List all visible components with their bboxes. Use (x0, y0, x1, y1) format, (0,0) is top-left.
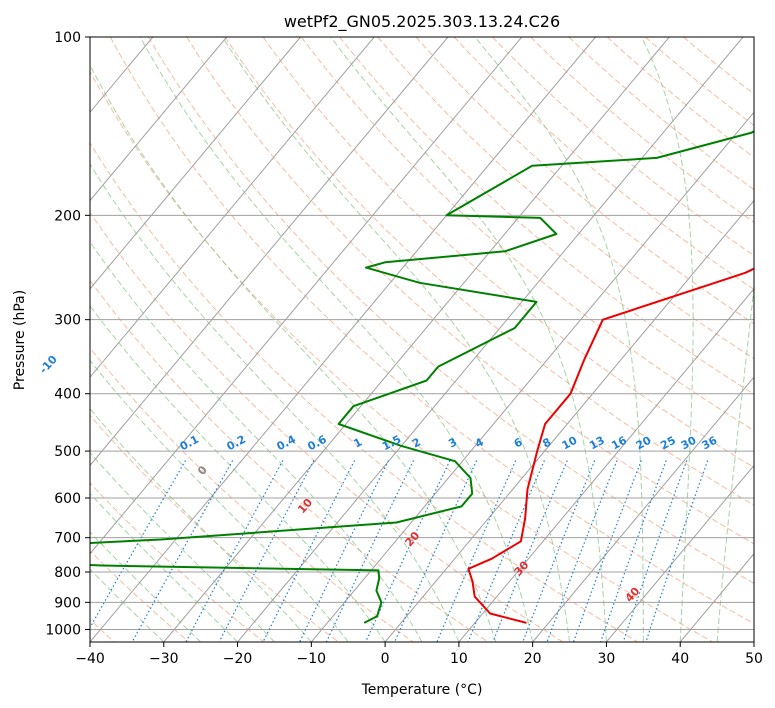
dry-adiabat (301, 37, 754, 432)
dry-adiabat (90, 211, 564, 642)
mixing-ratio-line (436, 460, 517, 642)
x-tick-label: −10 (297, 651, 327, 667)
isotherm (90, 37, 596, 642)
moist-adiabat (716, 281, 754, 642)
y-tick-label: 100 (54, 30, 81, 46)
mixing-ratio-line (546, 460, 618, 642)
dry-adiabat (606, 37, 754, 158)
moist-adiabat (90, 241, 423, 642)
chart-title: wetPf2_GN05.2025.303.13.24.C26 (284, 12, 560, 32)
dry-adiabat (568, 37, 754, 191)
temperature-profile-line (467, 267, 754, 624)
moist-adiabat (90, 451, 275, 642)
isotherm (458, 288, 754, 642)
moist-adiabat (90, 64, 497, 642)
mixing-ratio-line (467, 460, 545, 642)
x-tick-label: −40 (75, 651, 105, 667)
x-tick-label: 0 (381, 651, 390, 667)
y-tick-label: 300 (54, 313, 81, 329)
moist-adiabat (641, 37, 694, 642)
moist-adiabat (139, 37, 534, 642)
dry-adiabat (339, 37, 754, 395)
mixing-ratio-label: 13 (587, 434, 607, 453)
grid-layer (90, 37, 754, 642)
data-layer (90, 129, 754, 624)
x-tick-label: 10 (450, 651, 468, 667)
mixing-ratio-label: 16 (609, 434, 629, 453)
isotherm (163, 37, 670, 642)
mixing-ratio-line (622, 460, 688, 642)
dry-adiabat (186, 37, 754, 545)
mixing-ratio-line (131, 460, 234, 642)
dry-adiabat (90, 482, 265, 642)
mixing-ratio-line (299, 460, 390, 642)
dry-adiabat (148, 37, 754, 584)
x-tick-label: −30 (149, 651, 179, 667)
mixing-ratio-line (365, 460, 451, 642)
moist-adiabat (90, 163, 460, 642)
dry-adiabat (90, 142, 639, 642)
mixing-ratio-line (645, 460, 709, 642)
dry-adiabat (90, 279, 489, 642)
isotherm (90, 37, 228, 202)
y-tick-label: 900 (54, 595, 81, 611)
tick-layer: −40 −30 −20 −10 0 10 20 30 40 50 100 200 300 400 500 60… (45, 30, 763, 667)
plot-frame (89, 36, 755, 643)
y-tick-label: 1000 (45, 622, 81, 638)
dry-adiabat (415, 37, 754, 325)
dry-adiabat (492, 37, 754, 257)
isotherm (384, 199, 754, 642)
mixing-ratio-line (572, 460, 642, 642)
x-tick-label: 20 (524, 651, 542, 667)
mixing-ratio-label: 20 (634, 434, 654, 453)
mixing-ratio-label: 30 (679, 434, 699, 453)
moist-adiabat (90, 359, 349, 642)
dry-adiabat (453, 37, 754, 290)
mixing-ratio-label: 25 (658, 434, 678, 453)
dewpoint-profile-line (90, 129, 754, 624)
mixing-ratio-line (522, 460, 596, 642)
x-tick-label: 30 (598, 651, 616, 667)
moist-adiabat (474, 37, 644, 642)
moist-adiabat (222, 37, 571, 642)
isotherm (90, 37, 375, 378)
y-tick-label: 400 (54, 387, 81, 403)
isotherm (90, 37, 523, 555)
x-tick-label: 40 (671, 651, 689, 667)
moist-adiabat (90, 492, 238, 642)
dry-adiabat (109, 37, 754, 625)
x-tick-label: −20 (223, 651, 253, 667)
mixing-ratio-label: 36 (700, 434, 720, 453)
mixing-ratio-line (600, 460, 667, 642)
y-tick-label: 200 (54, 208, 81, 224)
mixing-ratio-line (325, 460, 415, 642)
mixing-ratio-label: 10 (560, 434, 580, 453)
y-tick-label: 700 (54, 531, 81, 547)
y-axis-label: Pressure (hPa) (12, 290, 28, 390)
x-axis-label: Temperature (°C) (361, 682, 483, 698)
isotherm (606, 464, 754, 642)
y-tick-label: 600 (54, 491, 81, 507)
dry-adiabat (224, 37, 754, 506)
isotherm (90, 37, 449, 467)
dry-adiabat (377, 37, 754, 360)
mixing-ratio-line (394, 460, 478, 642)
y-tick-label: 500 (54, 444, 81, 460)
mixing-ratio-line (90, 460, 187, 629)
isotherm (90, 37, 301, 290)
mixing-ratio-line (492, 460, 568, 642)
dry-adiabat (90, 70, 713, 642)
y-tick-label: 800 (54, 565, 81, 581)
x-tick-label: 50 (745, 651, 763, 667)
moist-adiabat (330, 37, 607, 642)
isotherm (532, 376, 754, 642)
